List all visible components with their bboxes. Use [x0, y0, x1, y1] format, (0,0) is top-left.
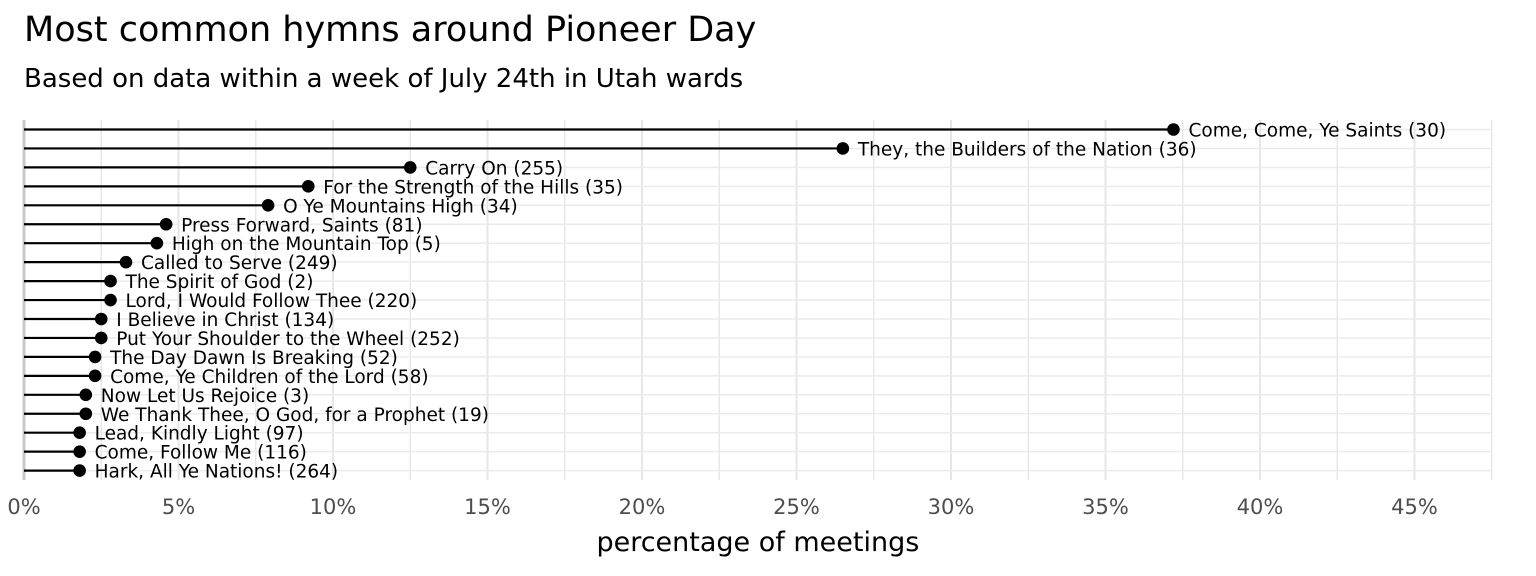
- hymn-label: I Believe in Christ (134): [116, 310, 334, 331]
- hymn-label: For the Strength of the Hills (35): [323, 177, 623, 198]
- x-tick-label: 20%: [619, 495, 666, 519]
- lollipop-point: [301, 180, 315, 193]
- hymn-label: They, the Builders of the Nation (36): [857, 139, 1197, 160]
- hymn-label: O Ye Mountains High (34): [283, 196, 518, 217]
- lollipop-point: [88, 350, 102, 364]
- chart-subtitle: Based on data within a week of July 24th…: [24, 64, 744, 94]
- lollipop-point: [104, 293, 117, 307]
- lollipop-point: [73, 464, 86, 477]
- hymn-label: Come, Ye Children of the Lord (58): [110, 367, 429, 388]
- hymn-label: Press Forward, Saints (81): [181, 215, 422, 236]
- lollipop-point: [88, 369, 102, 383]
- lollipop-point: [836, 142, 850, 155]
- x-axis-ticks: 0% 5% 10% 15% 20% 25% 30% 35% 40% 45%: [7, 495, 1438, 519]
- lollipop-point: [79, 407, 93, 421]
- hymn-label: The Day Dawn Is Breaking (52): [109, 348, 398, 369]
- hymn-label: The Spirit of God (2): [125, 272, 314, 293]
- lollipop-point: [159, 217, 173, 231]
- x-tick-label: 25%: [773, 495, 820, 519]
- lollipop-series: Come, Come, Ye Saints (30)They, the Buil…: [24, 121, 1446, 483]
- hymn-label: We Thank Thee, O God, for a Prophet (19): [101, 405, 489, 426]
- lollipop-point: [119, 255, 133, 269]
- hymn-label: Come, Follow Me (116): [95, 443, 307, 464]
- lollipop-point: [261, 199, 275, 212]
- x-tick-label: 5%: [162, 495, 195, 519]
- x-tick-label: 10%: [310, 495, 357, 519]
- hymn-label: Put Your Shoulder to the Wheel (252): [116, 329, 460, 350]
- lollipop-point: [150, 236, 164, 250]
- x-axis-title: percentage of meetings: [596, 527, 919, 558]
- x-tick-label: 0%: [7, 495, 40, 519]
- hymn-label: Come, Come, Ye Saints (30): [1188, 121, 1446, 142]
- lollipop-point: [94, 331, 108, 345]
- grid-lines: [22, 120, 1493, 480]
- hymn-label: Lead, Kindly Light (97): [95, 424, 304, 445]
- x-tick-label: 35%: [1082, 495, 1129, 519]
- lollipop-point: [73, 445, 86, 458]
- x-tick-label: 40%: [1237, 495, 1284, 519]
- chart-title: Most common hymns around Pioneer Day: [24, 10, 757, 50]
- lollipop-point: [94, 312, 108, 326]
- lollipop-point: [73, 426, 86, 440]
- hymn-label: Lord, I Would Follow Thee (220): [126, 291, 418, 312]
- x-tick-label: 45%: [1391, 495, 1438, 519]
- hymn-label: High on the Mountain Top (5): [172, 234, 441, 255]
- hymn-label: Now Let Us Rejoice (3): [101, 386, 309, 407]
- lollipop-point: [104, 274, 117, 288]
- lollipop-point: [1167, 123, 1180, 136]
- x-tick-label: 15%: [464, 495, 511, 519]
- x-tick-label: 30%: [928, 495, 975, 519]
- hymn-label: Called to Serve (249): [141, 253, 338, 274]
- hymn-label: Carry On (255): [425, 158, 563, 179]
- lollipop-point: [403, 161, 417, 174]
- lollipop-point: [79, 388, 93, 402]
- hymn-label: Hark, All Ye Nations! (264): [95, 462, 339, 483]
